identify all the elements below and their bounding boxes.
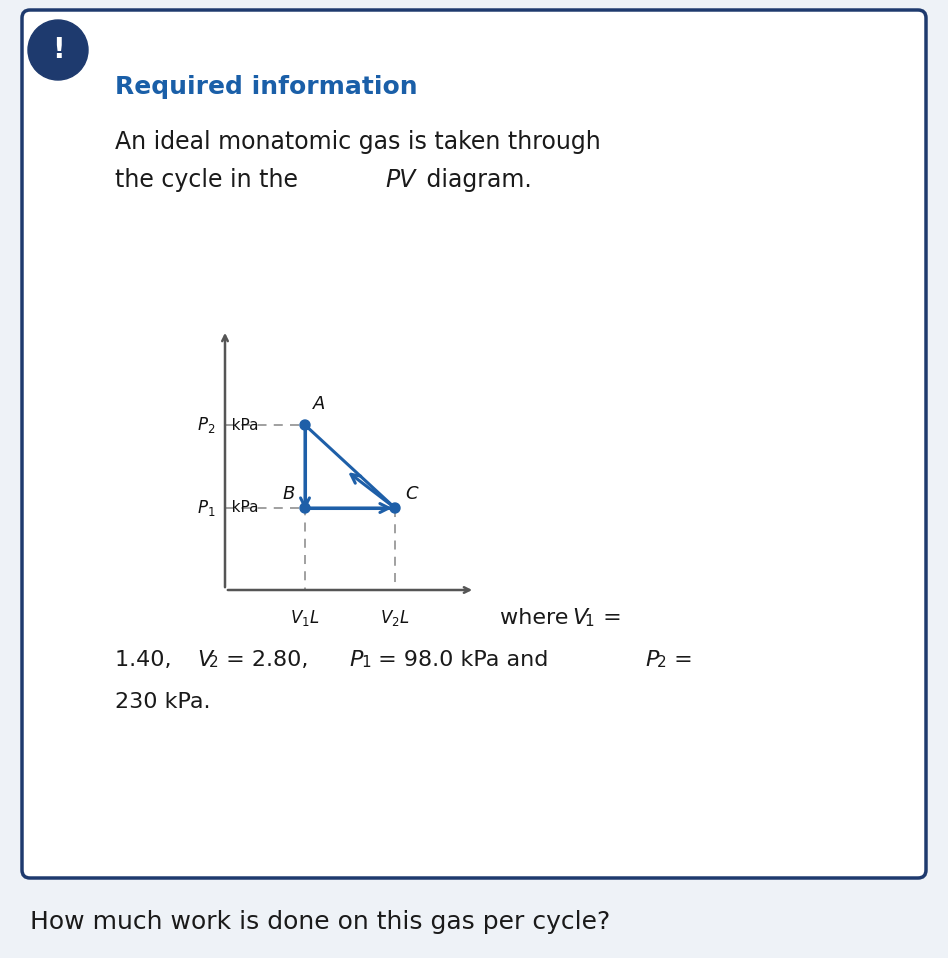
Text: $V_1$L: $V_1$L: [290, 608, 319, 628]
Text: kPa: kPa: [217, 418, 259, 432]
Circle shape: [300, 420, 310, 430]
Text: diagram.: diagram.: [419, 168, 532, 192]
Text: 2: 2: [657, 655, 666, 670]
Text: = 98.0 kPa and: = 98.0 kPa and: [371, 650, 556, 670]
Text: V: V: [197, 650, 212, 670]
Text: 1.40,: 1.40,: [115, 650, 186, 670]
Text: An ideal monatomic gas is taken through: An ideal monatomic gas is taken through: [115, 130, 601, 154]
Circle shape: [28, 20, 88, 80]
Text: P: P: [349, 650, 362, 670]
Circle shape: [300, 503, 310, 513]
Text: where: where: [500, 608, 575, 628]
Text: !: !: [52, 36, 64, 64]
Text: How much work is done on this gas per cycle?: How much work is done on this gas per cy…: [30, 910, 611, 934]
Text: 1: 1: [584, 614, 593, 629]
Text: =: =: [596, 608, 622, 628]
Text: 1: 1: [361, 655, 371, 670]
Text: the cycle in the: the cycle in the: [115, 168, 305, 192]
Text: B: B: [283, 485, 295, 503]
Text: PV: PV: [385, 168, 415, 192]
Text: C: C: [405, 485, 418, 503]
Text: 230 kPa.: 230 kPa.: [115, 692, 210, 712]
Text: V: V: [572, 608, 587, 628]
Text: $P_1$: $P_1$: [196, 498, 215, 518]
Text: A: A: [313, 395, 325, 413]
Text: Required information: Required information: [115, 75, 418, 99]
Text: = 2.80,: = 2.80,: [219, 650, 322, 670]
Text: kPa: kPa: [217, 500, 259, 515]
Text: 2: 2: [209, 655, 219, 670]
Text: $V_2$L: $V_2$L: [380, 608, 410, 628]
FancyBboxPatch shape: [22, 10, 926, 878]
Text: $P_2$: $P_2$: [197, 415, 215, 435]
Text: P: P: [645, 650, 658, 670]
Circle shape: [390, 503, 400, 513]
Text: =: =: [667, 650, 693, 670]
